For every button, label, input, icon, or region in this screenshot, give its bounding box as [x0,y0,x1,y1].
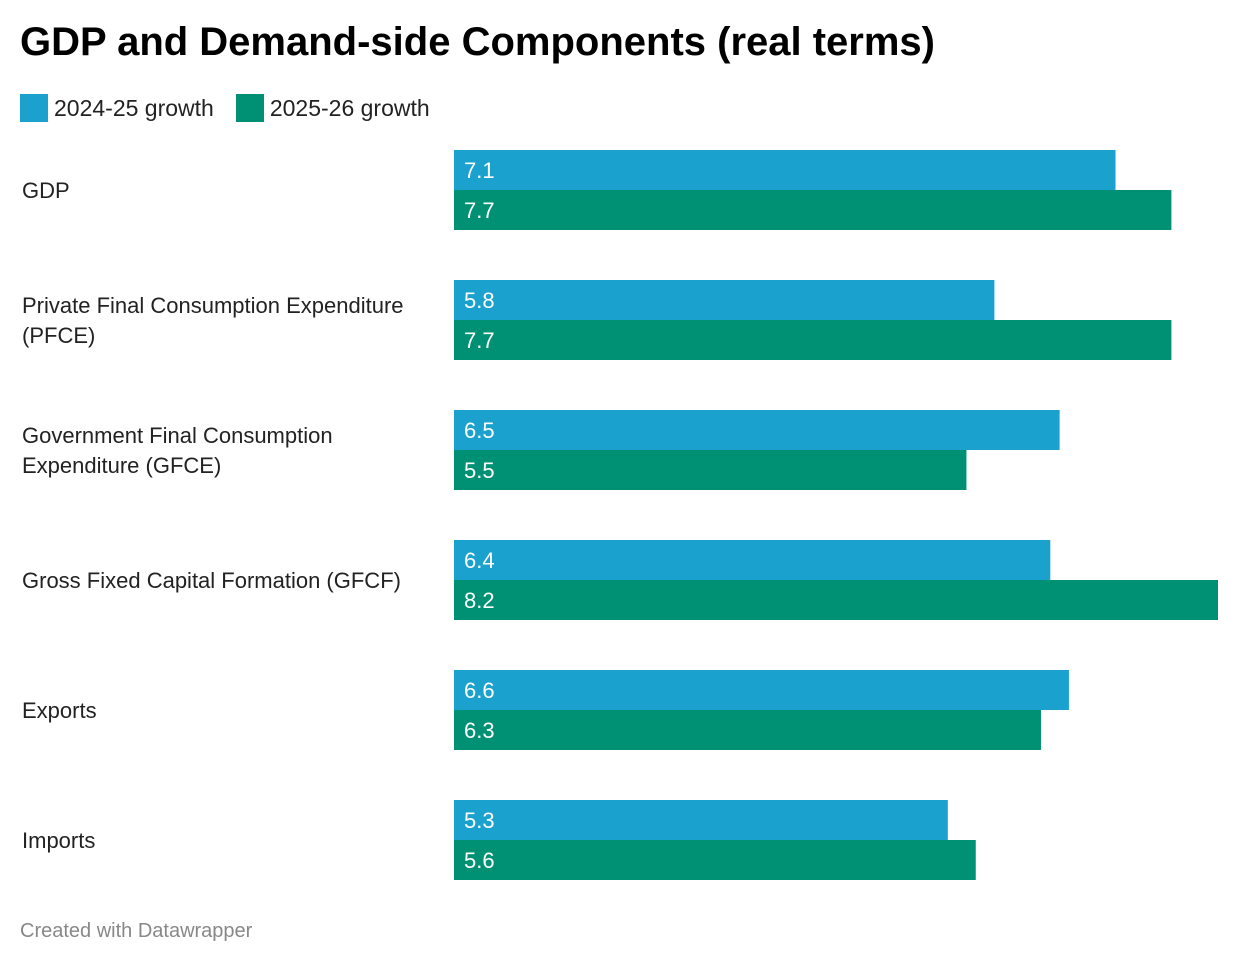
category-label: Exports [22,698,97,723]
category-label-line: GDP [22,178,70,203]
bar-value-label: 6.3 [464,718,495,743]
legend-label-2024-25: 2024-25 growth [54,94,214,121]
legend-item-2024-25: 2024-25 growth [20,94,214,122]
bar-value-label: 5.6 [464,848,495,873]
bar [454,280,995,320]
bar [454,320,1172,360]
legend-swatch-2025-26 [235,94,264,122]
chart-title: GDP and Demand-side Components (real ter… [20,20,935,64]
category-label: Imports [22,828,95,853]
credit-text: Created with Datawrapper [20,920,253,942]
category-label-line: Expenditure (GFCE) [22,453,221,478]
category-label-line: Exports [22,698,97,723]
category-label-line: (PFCE) [22,323,95,348]
category-label-line: Private Final Consumption Expenditure [22,293,404,318]
bar [454,800,948,840]
bar [454,670,1069,710]
bar-value-label: 6.5 [464,418,495,443]
category-label-line: Government Final Consumption [22,423,333,448]
bar-value-label: 5.3 [464,808,495,833]
category-label: GDP [22,178,70,203]
bar [454,540,1051,580]
legend-item-2025-26: 2025-26 growth [235,94,430,122]
bar [454,150,1116,190]
bar-value-label: 6.4 [464,548,495,573]
bar-value-label: 5.5 [464,458,495,483]
bar-value-label: 7.7 [464,328,495,353]
bar-value-label: 7.7 [464,198,495,223]
bar-value-label: 7.1 [464,158,495,183]
bar-value-label: 6.6 [464,678,495,703]
bar-value-label: 5.8 [464,288,495,313]
bar [454,710,1041,750]
bar [454,450,967,490]
category-label: Government Final Consumption Expenditure … [22,423,333,478]
bar-value-label: 8.2 [464,588,495,613]
bar [454,840,976,880]
legend-swatch-2024-25 [20,94,48,122]
bar [454,410,1060,450]
legend-label-2025-26: 2025-26 growth [269,94,430,121]
category-label-line: Gross Fixed Capital Formation (GFCF) [22,568,401,593]
legend: 2024-25 growth 2025-26 growth [20,93,452,123]
bar [454,190,1172,230]
category-label-line: Imports [22,828,95,853]
category-label: Private Final Consumption Expenditure (PF… [22,293,404,348]
category-label: Gross Fixed Capital Formation (GFCF) [22,568,401,593]
bar [454,580,1218,620]
